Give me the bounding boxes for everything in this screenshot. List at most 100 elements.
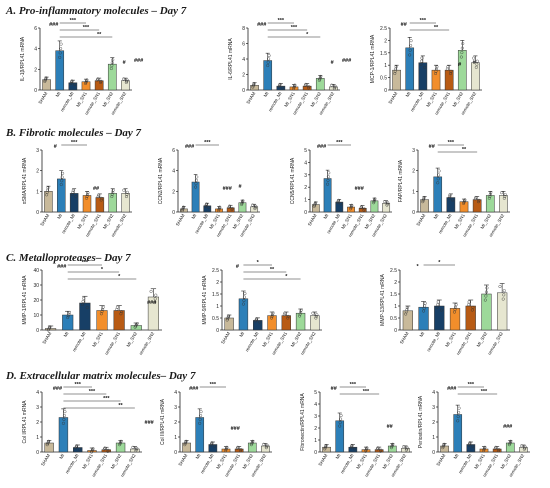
data-point [448,193,452,197]
y-tick-label: 6 [34,26,37,32]
significance-label: ### [189,386,198,392]
y-tick-label: 0 [36,328,39,334]
significance-label: ## [93,186,99,192]
bar-MI [58,417,69,453]
x-tick-label: MI_SN1 [425,91,438,108]
bar-MI [263,60,273,91]
data-point [319,74,323,78]
data-point [475,62,479,66]
y-tick-label: 2 [304,185,307,191]
data-point [119,439,123,443]
y-tick-label: 8 [242,26,245,32]
data-point [122,77,126,81]
data-point [78,447,82,451]
x-tick-label: remote_MI [199,453,214,475]
data-point [153,301,157,305]
x-tick-label: remote_MI [409,91,424,113]
data-point [227,314,231,318]
data-point [487,196,491,200]
data-point [153,297,157,301]
y-axis-label: IL-6/RPL41 mRNA [228,38,234,80]
significance-label: * [101,267,104,273]
data-point [81,299,85,303]
x-tick-label: SHAM [245,91,256,105]
data-point [262,442,266,446]
data-point [435,305,439,309]
significance-label: ## [387,424,393,430]
significance-label: *** [89,389,96,395]
data-point [199,414,203,418]
significance-label: ### [231,426,240,432]
data-point [59,47,63,51]
data-point [477,198,481,202]
data-point [210,441,214,445]
x-tick-label: remote_MI [64,453,79,475]
y-tick-label: 2 [172,189,175,195]
y-tick-label: 1 [394,304,397,310]
data-point [106,448,110,452]
y-tick-label: 6 [172,148,175,154]
data-point [198,421,202,425]
x-tick-label: MI [453,453,460,460]
significance-label: ### [57,264,66,270]
data-point [421,198,425,202]
y-tick-label: 1 [412,189,415,195]
bar-MI_SN1 [96,310,108,331]
significance-label: *** [448,140,455,146]
significance-label: ### [145,420,154,426]
data-point [122,188,126,192]
data-point [226,315,230,319]
y-tick-label: 3 [174,405,177,411]
x-tick-label: MI_SN1 [91,331,104,348]
y-tick-label: 4 [242,57,245,63]
data-point [125,190,129,194]
data-point [71,190,75,194]
data-point [451,198,455,202]
data-point [393,69,397,73]
data-point [243,292,247,296]
x-tick-label: MI_SN1 [473,453,486,470]
x-tick-label: SHAM [39,213,50,227]
y-tick-label: 5 [304,148,307,154]
data-point [131,445,135,449]
data-point [46,186,50,190]
x-tick-label: SHAM [399,331,410,345]
bar-MI [238,298,249,331]
x-tick-label: SHAM [37,91,48,105]
data-point [339,417,343,421]
data-point [456,415,460,419]
y-tick-label: 0 [172,210,175,216]
x-tick-label: MI [405,91,412,98]
y-tick-label: 2 [384,38,387,44]
data-point [194,178,198,182]
x-tick-label: remote_MI [244,331,259,353]
y-tick-label: 4 [432,390,435,396]
x-tick-label: remote_SN2 [299,331,316,356]
x-tick-label: MI [238,331,245,338]
bar-MI_SN2 [505,442,515,453]
y-tick-label: 4 [172,169,175,175]
significance-label: * [438,260,441,266]
y-tick-label: 0 [36,450,39,456]
y-tick-label: 3 [36,148,39,154]
data-point [333,84,337,88]
data-point [66,316,70,320]
data-point [408,48,412,52]
data-point [270,313,274,317]
y-tick-label: 2 [36,169,39,175]
data-point [135,322,139,326]
bar-MI_SN2 [485,195,495,213]
y-axis-label: FAP/RPL41 mRNA [398,159,404,202]
y-tick-label: 10 [33,313,39,319]
x-tick-label: MI [263,91,270,98]
data-point [230,206,234,210]
significance-label: ### [447,386,456,392]
bar-remote_SN2 [310,315,320,331]
significance-label: * [118,274,121,280]
x-tick-label: MI [56,213,63,220]
data-point [198,417,202,421]
data-point [307,85,311,89]
significance-label: *** [83,25,90,31]
data-point [498,285,502,289]
x-tick-label: MI_SN2 [242,453,255,470]
